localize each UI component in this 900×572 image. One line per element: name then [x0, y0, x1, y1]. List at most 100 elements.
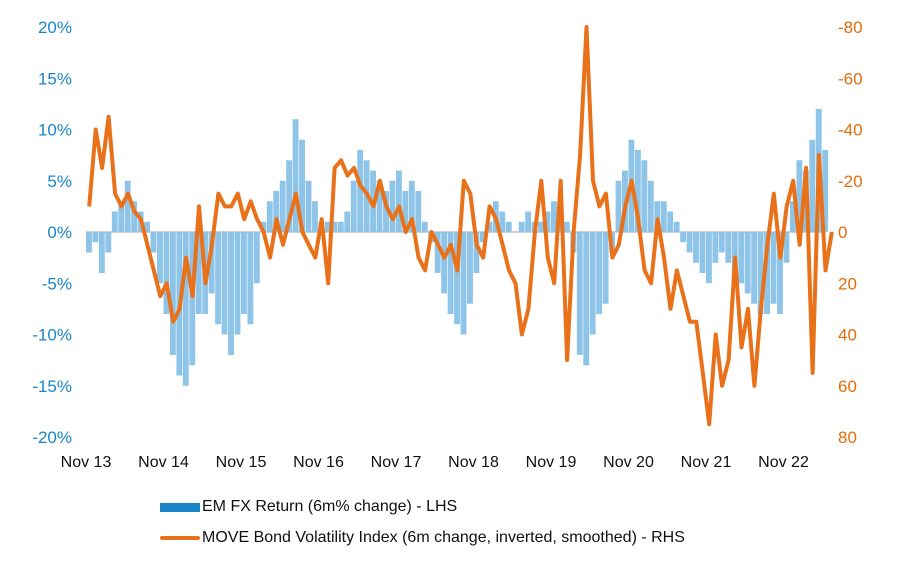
x-tick-label: Nov 13 [61, 454, 112, 471]
bar [396, 170, 402, 232]
bar [693, 232, 699, 263]
x-tick-label: Nov 18 [448, 454, 499, 471]
bar [111, 211, 118, 232]
bar [221, 232, 228, 335]
legend-item-bars: EM FX Return (6m% change) - LHS [160, 498, 457, 516]
left-tick-label: 15% [38, 69, 72, 88]
bar [647, 180, 654, 232]
bar [105, 232, 112, 253]
bar [589, 232, 596, 335]
bar [441, 232, 448, 294]
bar [241, 232, 247, 314]
bar [273, 191, 280, 232]
legend-swatch-bar [160, 502, 200, 512]
bar [434, 232, 441, 273]
bar [195, 232, 202, 314]
left-tick-label: 10% [38, 121, 72, 140]
right-tick-label: 20 [838, 274, 857, 293]
bar [208, 232, 215, 294]
bar [576, 232, 583, 355]
bar [583, 232, 590, 366]
bar [131, 201, 138, 232]
x-tick-label: Nov 14 [138, 454, 189, 471]
bar [615, 180, 622, 232]
bar [699, 232, 706, 273]
bar [596, 232, 603, 314]
bar [641, 160, 648, 232]
bar [525, 211, 532, 232]
bar [163, 232, 170, 314]
bar [337, 221, 344, 232]
bar [402, 191, 409, 232]
left-axis: 20% 15% 10% 5% 0% -5% -10% -15% -20% [32, 18, 72, 447]
x-tick-label: Nov 16 [293, 454, 344, 471]
bar [408, 180, 415, 232]
bar [738, 232, 745, 284]
bar [686, 232, 693, 253]
bar [796, 160, 803, 232]
left-tick-label: 20% [38, 18, 72, 37]
bar [286, 160, 293, 232]
x-tick-label: Nov 17 [371, 454, 422, 471]
legend-item-line: MOVE Bond Volatility Index (6m change, i… [160, 529, 685, 547]
bar [764, 232, 770, 314]
bar [486, 221, 493, 232]
bar [376, 180, 383, 232]
bar [299, 139, 305, 232]
right-tick-label: 60 [838, 377, 857, 396]
bar [544, 211, 551, 232]
bar [260, 221, 267, 232]
bar [169, 232, 176, 355]
right-tick-label: 80 [838, 428, 857, 447]
bar [499, 211, 506, 232]
bar [150, 232, 157, 253]
left-tick-label: -20% [32, 428, 72, 447]
bar [680, 232, 687, 243]
bar [157, 232, 163, 284]
chart: 20% 15% 10% 5% 0% -5% -10% -15% -20% -80 -60 -40 -2… [32, 18, 863, 471]
bar [634, 150, 641, 232]
bar [467, 232, 473, 304]
bar [822, 150, 829, 232]
bar [654, 201, 661, 232]
bar [473, 232, 480, 273]
x-tick-label: Nov 22 [758, 454, 809, 471]
bar [389, 180, 396, 232]
left-tick-label: 0% [47, 223, 72, 242]
bar [215, 232, 222, 325]
x-tick-label: Nov 21 [681, 454, 732, 471]
bar [505, 221, 512, 232]
bar [324, 221, 331, 232]
left-tick-label: 5% [47, 172, 72, 191]
left-tick-label: -15% [32, 377, 72, 396]
legend-swatch-line [160, 536, 200, 540]
bar [118, 201, 125, 232]
bar [344, 211, 351, 232]
bar [189, 232, 196, 366]
bar [712, 232, 719, 263]
bar [706, 232, 712, 284]
bar [415, 191, 422, 232]
bar [383, 191, 389, 232]
bar [725, 232, 732, 263]
bar [757, 232, 764, 314]
right-tick-label: -60 [838, 69, 863, 88]
bar [182, 232, 189, 386]
bar [744, 232, 751, 294]
bar [454, 232, 460, 325]
bar [789, 201, 796, 232]
bar [421, 221, 428, 232]
left-tick-label: -5% [42, 274, 72, 293]
bar [98, 232, 105, 273]
right-tick-label: -40 [838, 121, 863, 140]
bar [292, 119, 299, 232]
bar [751, 232, 758, 304]
bar [279, 180, 286, 232]
bar [660, 201, 667, 232]
bar [460, 232, 467, 335]
bar [479, 232, 486, 243]
bar [228, 232, 234, 355]
x-tick-label: Nov 19 [526, 454, 577, 471]
bar [92, 232, 99, 243]
bar [447, 232, 454, 314]
